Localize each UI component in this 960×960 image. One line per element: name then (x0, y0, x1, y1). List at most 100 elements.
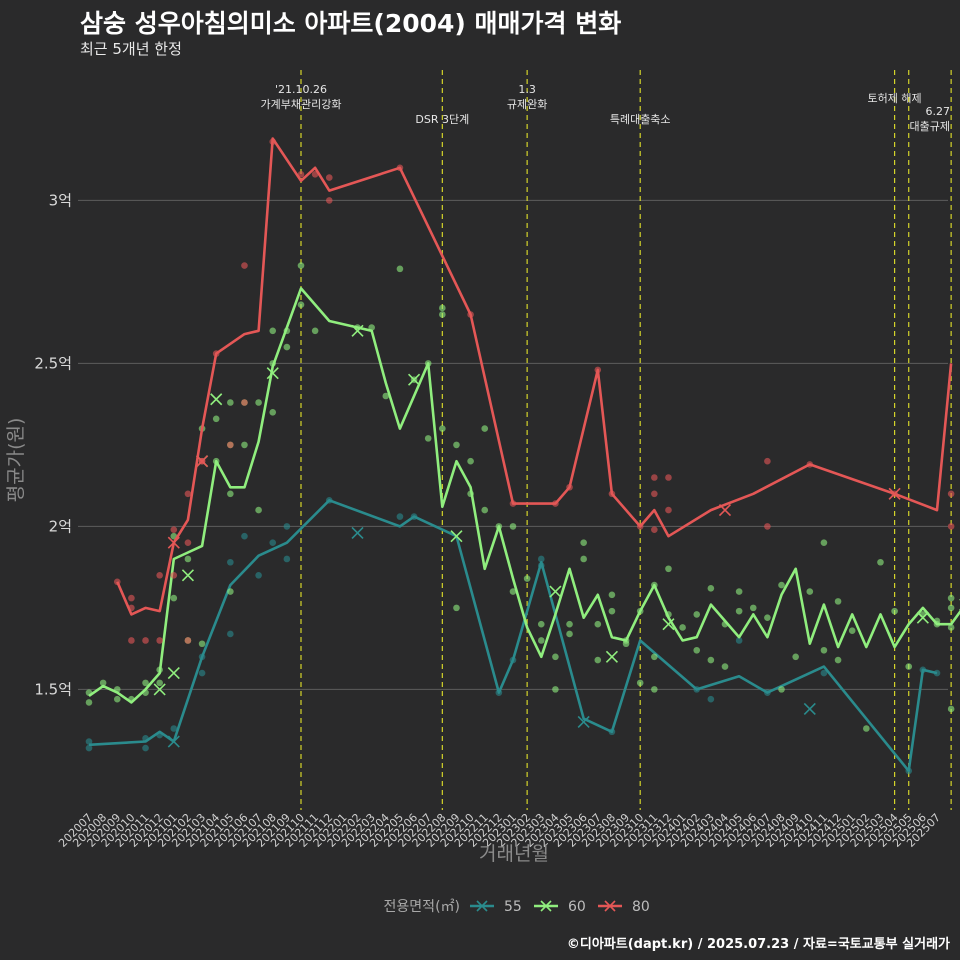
data-point (142, 744, 149, 752)
data-point (665, 565, 672, 573)
y-tick-labels: 1.5억 2억 2.5억 3억 (34, 191, 72, 698)
x-marker (662, 618, 675, 631)
legend-item-60: 60 (534, 899, 586, 915)
data-point (820, 646, 828, 654)
data-point (297, 171, 305, 178)
data-point (764, 457, 771, 465)
event-label: 대출규제 (910, 120, 950, 133)
data-point (241, 441, 248, 449)
x-marker (450, 530, 463, 543)
data-point (523, 575, 531, 582)
event-label: 6.27 (926, 105, 951, 118)
x-marker (351, 324, 364, 337)
data-point (170, 526, 178, 533)
x-marker (888, 487, 901, 500)
data-point (651, 474, 658, 481)
data-point (325, 174, 333, 181)
series-line (88, 499, 938, 773)
chart-subtitle: 최근 5개년 한정 (80, 40, 182, 58)
data-point (891, 607, 898, 615)
data-point (707, 656, 715, 664)
x-marker (153, 683, 166, 696)
data-point (156, 571, 163, 579)
data-point (184, 555, 192, 563)
legend-label: 55 (504, 899, 522, 915)
data-point (198, 669, 206, 677)
data-point (566, 630, 573, 638)
series-55 (85, 497, 941, 775)
data-point (255, 571, 262, 579)
legend-x-marker (604, 900, 616, 912)
x-marker (577, 715, 590, 729)
data-point (806, 588, 814, 595)
data-point (269, 408, 277, 416)
legend: 전용면적(㎡) 55 60 80 (384, 899, 650, 915)
x-marker (167, 536, 180, 549)
data-point (99, 679, 107, 687)
data-point (552, 686, 559, 693)
data-point (608, 607, 616, 615)
data-point (651, 526, 658, 533)
x-marker (266, 367, 279, 380)
x-tick-labels: 2020072020082020092020102020112020122021… (56, 811, 943, 850)
x-marker (351, 526, 364, 539)
event-label: 규제완화 (507, 98, 547, 111)
data-point (580, 539, 587, 546)
data-point (156, 637, 163, 644)
data-point (212, 415, 220, 423)
data-point (170, 725, 178, 732)
data-point (128, 637, 135, 644)
data-point (665, 506, 672, 514)
series-80 (113, 137, 955, 644)
legend-x-marker (540, 900, 552, 912)
x-marker (210, 393, 223, 406)
data-point (651, 686, 658, 693)
data-point (665, 474, 672, 481)
data-point (255, 399, 262, 406)
data-point (113, 695, 121, 703)
data-point (198, 640, 206, 648)
data-point (764, 523, 771, 530)
source-caption: ©디아파트(dapt.kr) / 2025.07.23 / 자료=국토교통부 실… (566, 937, 950, 952)
data-point (156, 679, 163, 687)
data-point (467, 457, 474, 465)
data-point (820, 669, 828, 677)
data-point (651, 653, 658, 661)
data-point (241, 262, 248, 269)
data-point (707, 585, 715, 592)
x-marker (181, 569, 194, 582)
data-point (594, 656, 602, 664)
legend-label: 60 (568, 899, 586, 915)
data-point (241, 399, 248, 406)
y-tick-label: 2.5억 (34, 354, 72, 372)
data-point (85, 744, 93, 752)
data-point (396, 513, 404, 520)
data-point (693, 611, 701, 618)
data-point (325, 197, 333, 204)
data-point (947, 594, 955, 602)
data-point (693, 646, 701, 654)
chart-title: 삼숭 성우아침의미소 아파트(2004) 매매가격 변화 (80, 9, 622, 38)
data-point (834, 656, 842, 664)
data-point (85, 738, 93, 745)
data-point (184, 539, 192, 546)
data-point (594, 620, 602, 628)
data-point (608, 591, 616, 599)
data-point (947, 624, 955, 631)
data-point (566, 620, 573, 628)
data-point (792, 653, 799, 661)
data-point (509, 588, 517, 595)
y-tick-label: 3억 (49, 191, 72, 209)
data-point (142, 679, 149, 687)
data-point (778, 581, 785, 589)
data-point (128, 594, 135, 602)
x-marker (803, 702, 816, 716)
y-tick-label: 1.5억 (34, 680, 72, 698)
data-point (453, 441, 460, 449)
legend-x-marker (476, 900, 488, 912)
data-point (227, 630, 234, 638)
data-point (834, 598, 842, 605)
data-point (396, 265, 404, 273)
